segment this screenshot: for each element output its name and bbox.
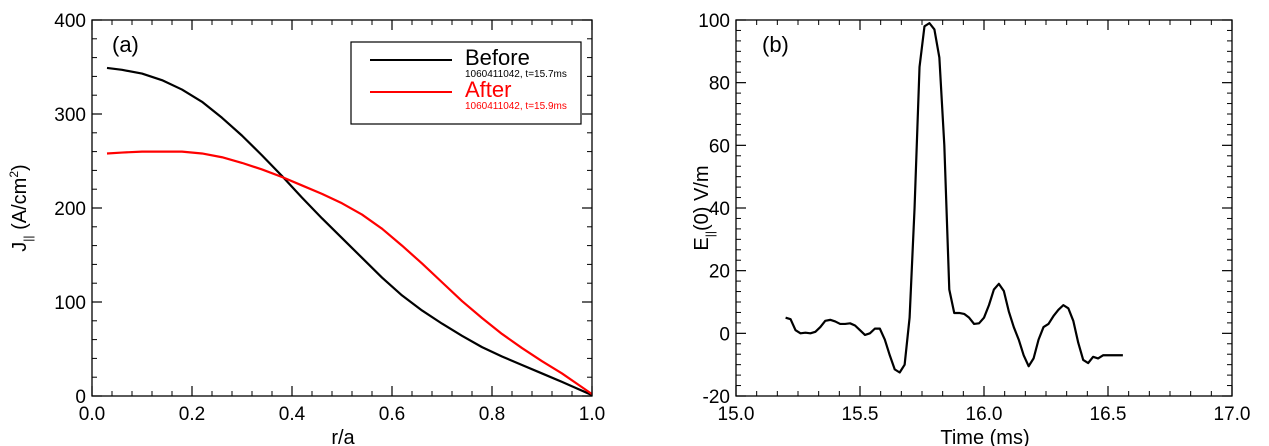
legend-sublabel-before: 1060411042, t=15.7ms [465,69,567,80]
y-tick-label-a: 200 [54,199,86,220]
series-line-b [785,22,1123,374]
y-tick-label-b: 0 [719,324,730,345]
chart-panel-a: (a) r/a J|| (A/cm2) Before 1060411042, t… [7,11,605,446]
y-label-b-sub: || [703,231,717,237]
y-label-a-sup: 2 [7,171,21,178]
y-tick-label-a: 100 [54,293,86,314]
legend-box-a [350,41,582,125]
y-label-b-unit: (0) V/m [691,165,713,231]
legend-label-after: After [465,77,511,102]
axis-ticks-a: 0.0 0.2 0.4 0.6 0.8 1.0 0 100 200 300 400 [54,11,605,425]
x-tick-label-a: 0.2 [179,404,205,425]
chart-panel-b: (b) Time (ms) E||(0) V/m 15.0 15.5 16.0 16.… [691,11,1250,446]
x-tick-label-a: 0.0 [79,404,105,425]
legend-sublabel-after: 1060411042, t=15.9ms [465,101,567,112]
x-tick-label-b: 16.0 [966,404,1003,425]
y-tick-label-a: 0 [75,387,86,408]
y-tick-label-a: 300 [54,105,86,126]
y-label-b-main: E [691,237,713,250]
series-line-after [106,150,593,396]
x-tick-label-b: 17.0 [1214,404,1251,425]
y-tick-label-b: 20 [709,262,730,283]
y-tick-label-b: 100 [698,11,730,32]
y-axis-label-b: E||(0) V/m [691,165,717,250]
x-tick-label-b: 15.5 [842,404,879,425]
axis-ticks-b: 15.0 15.5 16.0 16.5 17.0 -20 0 20 40 60 80 100 [698,11,1250,425]
x-tick-label-a: 0.8 [479,404,505,425]
legend-a: Before 1060411042, t=15.7ms After 106041… [350,41,582,125]
y-tick-label-b: 40 [709,199,730,220]
y-tick-label-b: -20 [703,387,730,408]
x-tick-label-a: 1.0 [579,404,605,425]
x-axis-label-a: r/a [331,427,355,446]
y-label-a-unit: (A/cm [9,178,31,236]
panel-label-a: (a) [112,32,139,57]
y-tick-label-b: 60 [709,136,730,157]
x-tick-label-a: 0.4 [279,404,306,425]
y-tick-label-a: 400 [54,11,86,32]
y-label-a-close: ) [9,164,31,171]
legend-label-before: Before [465,45,530,70]
y-tick-label-b: 80 [709,74,730,95]
y-label-a-sub: || [21,235,35,241]
y-axis-label-a: J|| (A/cm2) [7,164,35,251]
plot-frame-b [735,19,1233,397]
x-tick-label-b: 15.0 [718,404,755,425]
y-label-a-main: J [9,242,31,252]
x-axis-label-b: Time (ms) [940,427,1029,446]
x-tick-label-a: 0.6 [379,404,405,425]
panel-label-b: (b) [762,32,789,57]
x-tick-label-b: 16.5 [1090,404,1127,425]
series-line-before [106,66,593,397]
